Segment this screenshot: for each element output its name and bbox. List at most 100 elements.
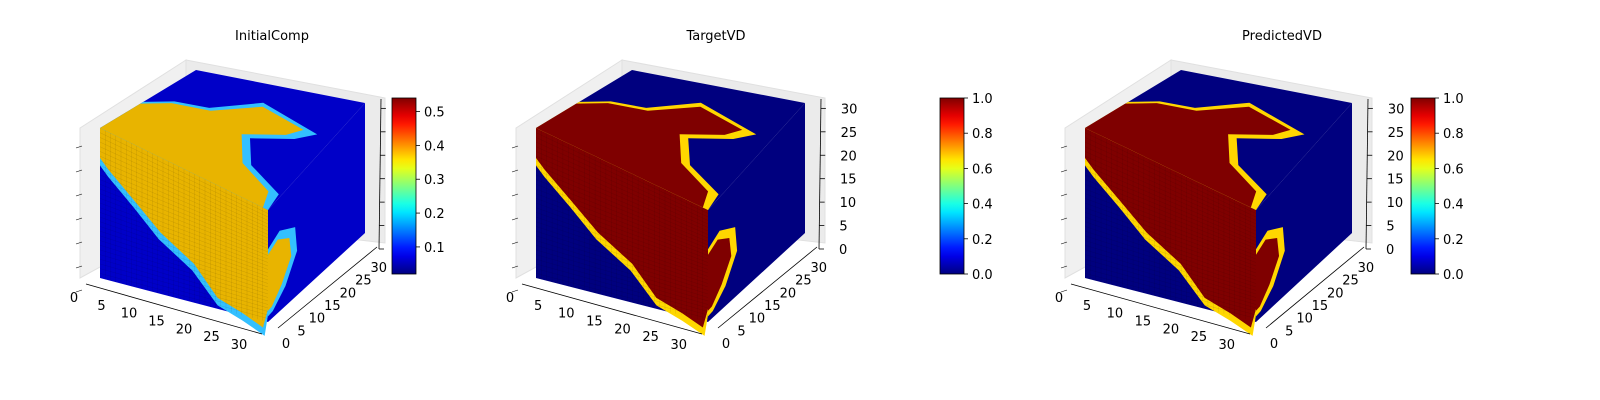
left-tick-mark <box>1060 217 1068 221</box>
chart-title: PredictedVD <box>1242 29 1322 44</box>
z-tick-label: 0 <box>1386 243 1394 258</box>
x-tick-label: 20 <box>1163 322 1180 337</box>
y-tick-label: 25 <box>1342 274 1359 289</box>
left-tick-mark <box>511 169 519 173</box>
left-tick-mark <box>75 217 83 221</box>
left-tick-mark <box>511 265 519 269</box>
z-axis-line <box>1365 98 1369 250</box>
y-tick-label: 5 <box>297 324 305 339</box>
y-tick-label: 30 <box>1358 261 1375 276</box>
x-tick-label: 0 <box>506 291 514 306</box>
colorbar-tick-label: 0.8 <box>972 127 993 142</box>
y-tick-label: 5 <box>737 324 745 339</box>
x-tick-label: 10 <box>558 307 575 322</box>
z-tick-label: 20 <box>840 149 857 164</box>
voxel-cube <box>515 59 826 336</box>
y-tick-label: 30 <box>811 261 828 276</box>
left-tick-mark <box>1060 289 1068 293</box>
y-tick-label: 5 <box>1285 324 1293 339</box>
colorbar-tick-label: 0.1 <box>424 241 445 256</box>
colorbar-tick-label: 0.6 <box>972 162 993 177</box>
region-high-right <box>1256 237 1280 311</box>
colorbar-tick-label: 0.8 <box>1443 127 1464 142</box>
z-tick-label: 10 <box>840 196 857 211</box>
y-axis-line <box>1265 246 1365 329</box>
left-tick-mark <box>1060 193 1068 197</box>
left-tick-mark <box>75 145 83 149</box>
z-tick-label: 15 <box>1387 173 1404 188</box>
z-tick-label: 30 <box>841 102 858 117</box>
z-tick-label: 0 <box>839 243 847 258</box>
z-tick-label: 15 <box>840 173 857 188</box>
x-tick-label: 10 <box>1107 307 1124 322</box>
left-tick-mark <box>511 241 519 245</box>
y-tick-label: 0 <box>282 337 290 352</box>
colorbar-tick-label: 0.2 <box>424 207 445 222</box>
y-tick-label: 20 <box>340 286 357 301</box>
x-tick-label: 10 <box>121 307 138 322</box>
colorbar: 0.0 0.2 0.4 0.6 0.8 1.0 <box>939 92 993 283</box>
left-tick-mark <box>1060 241 1068 245</box>
left-tick-mark <box>511 289 519 293</box>
face-right <box>268 103 365 322</box>
voxel-cube <box>1064 59 1373 336</box>
colorbar-tick-label: 0.6 <box>1443 162 1464 177</box>
z-tick-label: 5 <box>839 220 847 235</box>
x-axis-line <box>1070 283 1251 335</box>
y-axis-line <box>277 246 378 329</box>
x-tick-label: 15 <box>586 314 603 329</box>
colorbar-tick-label: 0.2 <box>1443 233 1464 248</box>
left-tick-mark <box>75 169 83 173</box>
left-tick-mark <box>75 193 83 197</box>
region-high-front <box>536 128 708 328</box>
x-tick-label: 15 <box>1135 314 1152 329</box>
left-tick-mark <box>511 217 519 221</box>
colorbar-tick-label: 0.4 <box>424 139 445 154</box>
y-tick-label: 20 <box>780 286 797 301</box>
colorbar-tick-label: 1.0 <box>972 92 993 107</box>
colorbar-gradient <box>1410 97 1436 275</box>
colorbar-tick-label: 1.0 <box>1443 92 1464 107</box>
x-tick-label: 25 <box>642 330 659 345</box>
y-tick-label: 0 <box>1270 337 1278 352</box>
colorbar: 0.0 0.2 0.4 0.6 0.8 1.0 <box>1410 92 1464 283</box>
colorbar-gradient <box>391 97 417 275</box>
region-high-front <box>1085 128 1256 328</box>
x-tick-label: 30 <box>670 338 687 353</box>
x-tick-label: 5 <box>1083 299 1091 314</box>
z-tick-label: 5 <box>1386 220 1394 235</box>
z-tick-label: 30 <box>1388 102 1405 117</box>
colorbar-tick-label: 0.5 <box>424 106 445 121</box>
y-tick-label: 25 <box>795 274 812 289</box>
colorbar: 0.1 0.2 0.3 0.4 0.5 <box>391 97 445 275</box>
colorbar-tick-label: 0.0 <box>972 268 993 283</box>
z-tick-label: 25 <box>841 126 858 141</box>
x-tick-label: 25 <box>1191 330 1208 345</box>
x-axis-line <box>85 283 263 335</box>
left-tick-mark <box>75 241 83 245</box>
x-tick-label: 0 <box>1055 291 1063 306</box>
z-tick-label: 25 <box>1388 126 1405 141</box>
region-high-right <box>708 237 732 311</box>
x-tick-label: 5 <box>97 299 105 314</box>
left-tick-mark <box>1060 169 1068 173</box>
region-high-top <box>536 103 743 208</box>
colorbar-tick-label: 0.2 <box>972 233 993 248</box>
x-tick-label: 25 <box>203 330 220 345</box>
x-tick-label: 30 <box>231 338 248 353</box>
x-tick-label: 5 <box>534 299 542 314</box>
left-tick-mark <box>511 193 519 197</box>
left-tick-mark <box>75 265 83 269</box>
region-high-right <box>268 237 292 311</box>
z-axis-line <box>818 98 822 250</box>
region-high-top <box>1085 103 1291 208</box>
z-tick-label: 10 <box>1387 196 1404 211</box>
chart-title: InitialComp <box>235 29 309 44</box>
voxel-grid <box>1084 130 1257 321</box>
